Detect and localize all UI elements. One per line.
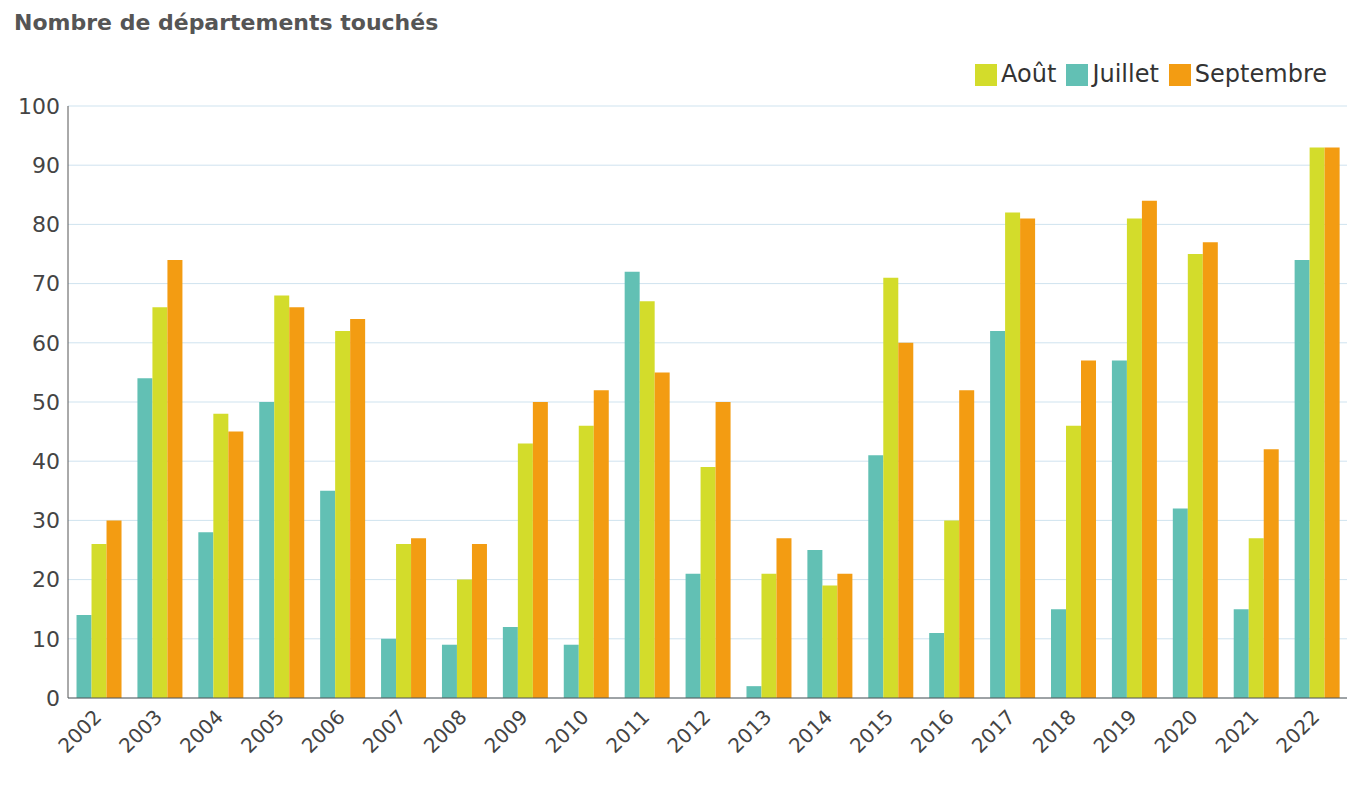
- svg-text:80: 80: [32, 212, 60, 237]
- svg-text:2005: 2005: [236, 705, 289, 758]
- svg-text:20: 20: [32, 567, 60, 592]
- svg-text:100: 100: [18, 94, 60, 119]
- svg-text:2012: 2012: [662, 705, 715, 758]
- svg-text:2014: 2014: [784, 705, 837, 758]
- svg-text:2022: 2022: [1271, 705, 1324, 758]
- svg-text:0: 0: [46, 686, 60, 711]
- svg-text:2017: 2017: [967, 705, 1020, 758]
- svg-text:40: 40: [32, 449, 60, 474]
- svg-text:2021: 2021: [1210, 705, 1263, 758]
- svg-text:2002: 2002: [53, 705, 106, 758]
- svg-text:50: 50: [32, 390, 60, 415]
- svg-text:30: 30: [32, 508, 60, 533]
- svg-text:2009: 2009: [480, 705, 533, 758]
- html-text:Juillet: Juillet: [1092, 60, 1159, 88]
- svg-text:2007: 2007: [358, 705, 411, 758]
- svg-text:2016: 2016: [906, 705, 959, 758]
- svg-text:2008: 2008: [419, 705, 472, 758]
- svg-text:60: 60: [32, 331, 60, 356]
- svg-text:70: 70: [32, 271, 60, 296]
- svg-text:2010: 2010: [541, 705, 594, 758]
- svg-text:2006: 2006: [297, 705, 350, 758]
- svg-text:2020: 2020: [1150, 705, 1203, 758]
- svg-text:2015: 2015: [845, 705, 898, 758]
- svg-text:2013: 2013: [723, 705, 776, 758]
- html-text:Nombre de départements touchés: Nombre de départements touchés: [14, 10, 439, 35]
- svg-text:2018: 2018: [1028, 705, 1081, 758]
- svg-text:10: 10: [32, 627, 60, 652]
- svg-text:2011: 2011: [601, 705, 654, 758]
- html-text:Août: Août: [1001, 60, 1057, 88]
- svg-text:90: 90: [32, 153, 60, 178]
- svg-text:2019: 2019: [1089, 705, 1142, 758]
- svg-text:2003: 2003: [114, 705, 167, 758]
- svg-text:2004: 2004: [175, 705, 228, 758]
- html-text:Septembre: Septembre: [1194, 60, 1327, 88]
